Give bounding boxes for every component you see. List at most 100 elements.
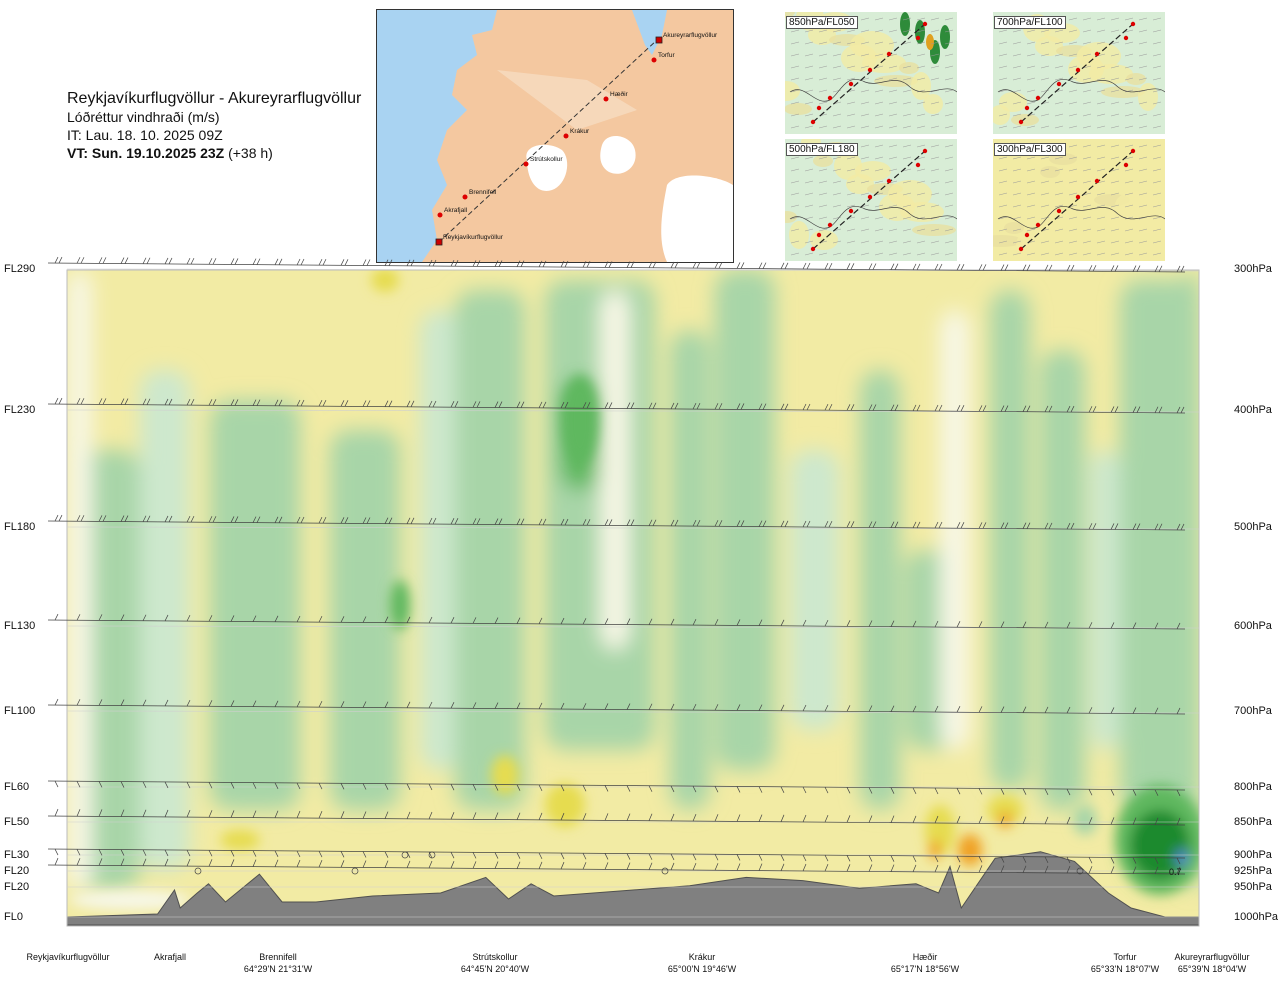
minimap-barb <box>944 125 954 129</box>
minimap-barb <box>1152 168 1162 172</box>
minimap-barb <box>1054 41 1064 45</box>
wind-barb <box>296 700 301 708</box>
wind-barb <box>934 263 939 271</box>
minimap-field-blob <box>855 161 891 181</box>
wind-barb <box>142 699 147 706</box>
wind-barb-feather <box>608 261 613 268</box>
wind-barb <box>340 400 345 407</box>
minimap-barb <box>902 228 912 232</box>
wind-barb <box>890 620 895 627</box>
wind-barb <box>802 520 807 528</box>
wind-barb-feather <box>366 400 371 407</box>
minimap-barb <box>874 156 884 160</box>
minimap-barb <box>930 168 940 172</box>
wind-barb <box>98 809 103 817</box>
wind-barb-feather <box>454 401 459 408</box>
wind-barb <box>1176 857 1181 865</box>
wind-barb <box>274 850 279 857</box>
minimap-barb <box>944 53 954 57</box>
minimap-barb <box>860 168 870 172</box>
wind-barb <box>230 700 235 707</box>
wind-barb <box>714 262 719 269</box>
minimap-barb <box>998 228 1008 232</box>
wind-barb <box>428 860 433 869</box>
minimap-barb <box>1054 192 1064 196</box>
wind-barb <box>164 398 169 406</box>
waypoint-label: Akureyrarflugvöllur <box>663 32 718 39</box>
wind-barb <box>1154 265 1159 272</box>
wind-barb-feather <box>366 259 371 266</box>
wind-barb <box>428 400 433 408</box>
minimap-barb <box>1040 192 1050 196</box>
minimap-route <box>1020 150 1134 250</box>
wind-barb <box>714 814 719 822</box>
minimap-barb <box>1124 89 1134 93</box>
minimap-barb <box>1124 144 1134 148</box>
wind-barb <box>780 619 785 626</box>
wind-barb <box>934 864 939 873</box>
wind-barb <box>98 515 103 522</box>
minimap-barb <box>846 228 856 232</box>
minimap-barb <box>874 41 884 45</box>
wind-barb <box>1154 817 1159 825</box>
wind-barb <box>1132 817 1137 825</box>
waypoint-label: Reykjavíkurflugvöllur <box>443 234 504 241</box>
minimap-barb <box>1068 144 1078 148</box>
wind-barb <box>142 858 147 866</box>
waypoint-marker <box>563 133 569 139</box>
minimap-500: 500hPa/FL180 <box>785 139 957 261</box>
minimap-barb <box>874 204 884 208</box>
minimap-barb <box>1110 89 1120 93</box>
wind-barb <box>142 809 147 817</box>
wind-barb-feather <box>190 515 195 523</box>
wind-barb-feather <box>740 262 745 269</box>
wind-barb <box>340 860 345 868</box>
wind-barb <box>670 618 675 626</box>
minimap-barb <box>1096 29 1106 33</box>
wind-barb <box>758 520 763 527</box>
minimap-barb <box>874 77 884 81</box>
minimap-barb <box>804 29 814 33</box>
field-band <box>940 310 970 750</box>
minimap-barb <box>832 89 842 93</box>
wind-barb <box>274 782 279 789</box>
wind-barb <box>362 616 367 623</box>
wind-barb <box>516 518 521 525</box>
wind-barb-feather <box>740 403 745 410</box>
wind-barb-feather <box>410 259 415 266</box>
minimap-barb <box>930 240 940 244</box>
map-route-line <box>438 39 658 243</box>
wind-barb-feather <box>498 518 503 525</box>
minimap-barb <box>1040 65 1050 69</box>
wind-barb <box>252 810 257 818</box>
minimap-barb <box>1110 41 1120 45</box>
minimap-barb <box>1138 53 1148 57</box>
minimap-barb <box>790 228 800 232</box>
wind-barb <box>1110 622 1115 629</box>
valid-time-line: VT: Sun. 19.10.2025 23Z (+38 h) <box>67 144 361 162</box>
waypoint-marker <box>603 96 609 102</box>
wind-barb <box>890 263 895 270</box>
minimap-barb <box>1096 156 1106 160</box>
minimap-field-blob <box>888 180 932 208</box>
minimap-barb <box>1110 192 1120 196</box>
minimap-barb <box>790 77 800 81</box>
wind-barb <box>450 260 455 267</box>
wind-barb-feather <box>190 398 195 406</box>
minimap-barb <box>1054 204 1064 208</box>
wind-barb <box>1022 856 1027 863</box>
minimap-barb <box>1096 240 1106 244</box>
minimap-waypoint <box>816 105 822 111</box>
wind-barb-feather <box>564 401 569 409</box>
minimap-waypoint <box>867 194 873 200</box>
wind-barb <box>494 702 499 709</box>
wind-barb-feather <box>388 400 393 407</box>
cross-section-chart: 0.7 <box>47 256 1200 927</box>
wind-barb <box>846 787 851 794</box>
wind-barb <box>582 862 587 870</box>
minimap-barb <box>1068 65 1078 69</box>
wind-barb-feather <box>322 399 327 407</box>
wind-barb-feather <box>432 400 437 408</box>
wind-barb <box>538 617 543 625</box>
minimap-barb <box>1124 168 1134 172</box>
